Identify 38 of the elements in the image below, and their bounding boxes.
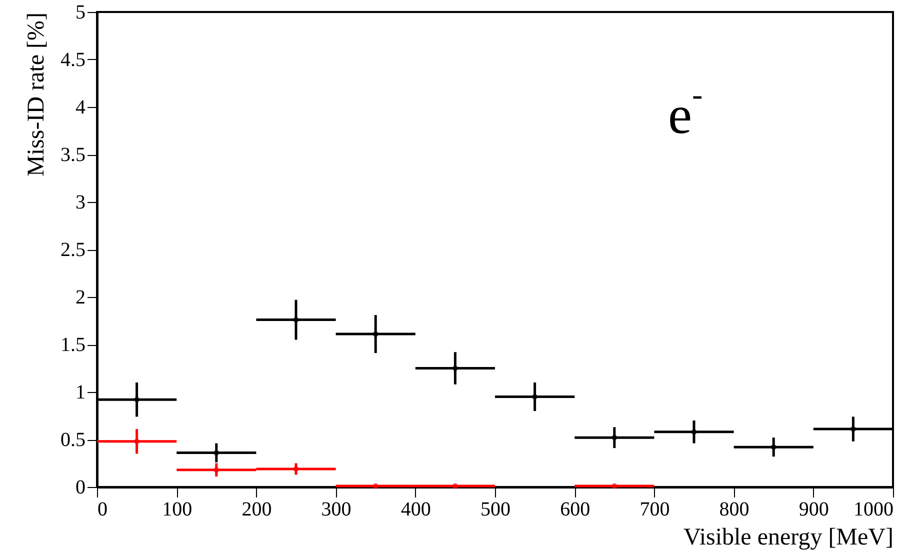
y-tick-label: 2.5 <box>60 239 86 261</box>
point <box>452 366 458 371</box>
point <box>691 429 697 435</box>
point <box>214 450 220 456</box>
x-tick-label: 400 <box>400 498 431 520</box>
y-tick-label: 4.5 <box>60 49 86 71</box>
x-tick-label: 600 <box>560 498 590 520</box>
y-tick-label: 0.5 <box>60 429 86 451</box>
x-tick-label: 100 <box>162 498 192 520</box>
y-tick-label: 1.5 <box>60 334 86 356</box>
y-tick-label: 0 <box>76 476 86 498</box>
annotation: e$^{-}$ <box>668 76 703 145</box>
point <box>134 396 140 402</box>
x-tick-label: 300 <box>321 498 352 520</box>
point <box>134 438 140 444</box>
point <box>770 444 776 450</box>
x-tick-label: 700 <box>640 498 670 520</box>
y-tick-label: 3 <box>76 192 86 214</box>
x-tick-label: 1000 <box>854 498 894 520</box>
x-tick-label: 800 <box>719 498 750 520</box>
point <box>293 317 299 323</box>
point <box>532 394 538 400</box>
y-tick-label: 5 <box>76 2 86 24</box>
y-tick-label: 1 <box>76 382 86 404</box>
x-tick-label: 200 <box>242 498 272 520</box>
x-tick-label: 900 <box>798 498 829 520</box>
point <box>214 467 220 473</box>
y-tick-label: 3.5 <box>60 144 86 166</box>
y-tick-label: 4 <box>76 96 86 118</box>
point <box>293 466 299 472</box>
x-tick-label: 500 <box>480 498 510 520</box>
point <box>612 434 618 440</box>
point <box>372 331 378 337</box>
y-tick-label: 2 <box>76 286 86 308</box>
x-tick-label: 0 <box>98 498 108 520</box>
point <box>850 426 856 432</box>
y-axis-title: Miss-ID rate [%] <box>24 12 50 176</box>
x-axis-title: Visible energy [MeV] <box>683 524 894 550</box>
